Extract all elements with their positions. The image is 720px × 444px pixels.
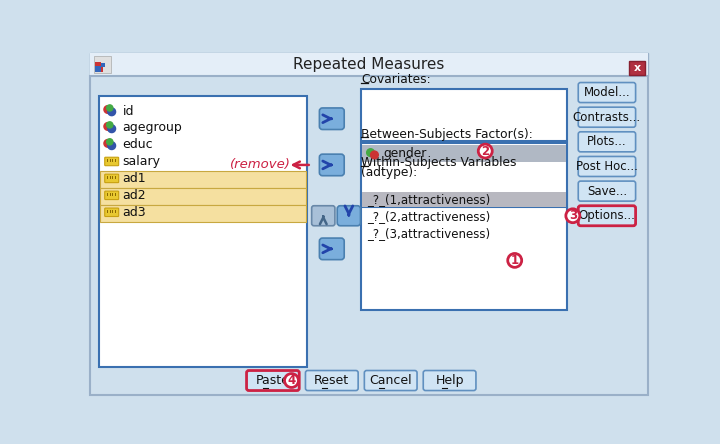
Bar xyxy=(361,143,567,206)
Text: agegroup: agegroup xyxy=(122,122,182,135)
Text: Options...: Options... xyxy=(578,209,635,222)
Text: Cancel: Cancel xyxy=(369,374,412,387)
Circle shape xyxy=(104,106,112,113)
Text: ad2: ad2 xyxy=(122,189,146,202)
Bar xyxy=(94,56,111,73)
FancyBboxPatch shape xyxy=(320,108,344,130)
FancyBboxPatch shape xyxy=(104,174,119,182)
Circle shape xyxy=(107,122,113,128)
Text: _?_(2,attractiveness): _?_(2,attractiveness) xyxy=(367,210,491,223)
FancyBboxPatch shape xyxy=(312,206,335,226)
Text: educ: educ xyxy=(122,139,153,151)
Text: Post Hoc...: Post Hoc... xyxy=(576,160,638,173)
Text: 1: 1 xyxy=(510,254,519,267)
FancyBboxPatch shape xyxy=(578,83,636,103)
Text: Help: Help xyxy=(436,374,464,387)
FancyBboxPatch shape xyxy=(364,371,417,391)
Text: id: id xyxy=(122,104,134,118)
Circle shape xyxy=(107,105,113,111)
FancyBboxPatch shape xyxy=(320,238,344,260)
Bar xyxy=(99,96,307,368)
Bar xyxy=(362,192,566,207)
Text: Model...: Model... xyxy=(584,86,630,99)
Text: Reset: Reset xyxy=(314,374,349,387)
FancyBboxPatch shape xyxy=(578,206,636,226)
Circle shape xyxy=(478,144,492,158)
Text: _?_(1,attractiveness): _?_(1,attractiveness) xyxy=(367,193,491,206)
FancyBboxPatch shape xyxy=(578,181,636,201)
Text: (remove): (remove) xyxy=(230,159,291,171)
FancyBboxPatch shape xyxy=(104,208,119,217)
FancyBboxPatch shape xyxy=(104,157,119,166)
Text: Paste: Paste xyxy=(256,374,290,387)
FancyBboxPatch shape xyxy=(320,154,344,176)
Text: Repeated Measures: Repeated Measures xyxy=(293,57,445,72)
FancyBboxPatch shape xyxy=(423,371,476,391)
FancyBboxPatch shape xyxy=(305,371,358,391)
Bar xyxy=(99,66,103,72)
Text: Save...: Save... xyxy=(587,185,627,198)
Bar xyxy=(629,61,645,75)
Bar xyxy=(96,62,101,66)
FancyBboxPatch shape xyxy=(578,156,636,176)
Circle shape xyxy=(566,209,580,223)
Text: Contrasts...: Contrasts... xyxy=(573,111,641,124)
FancyBboxPatch shape xyxy=(578,107,636,127)
Bar xyxy=(100,188,306,205)
FancyBboxPatch shape xyxy=(104,191,119,200)
Text: Covariates:: Covariates: xyxy=(361,73,431,86)
Bar xyxy=(101,63,104,67)
Circle shape xyxy=(508,254,522,267)
Text: (adtype):: (adtype): xyxy=(361,166,418,179)
Text: ad3: ad3 xyxy=(122,206,146,219)
Bar xyxy=(90,53,648,75)
Circle shape xyxy=(108,125,116,133)
Bar xyxy=(100,205,306,222)
Text: Between-Subjects Factor(s):: Between-Subjects Factor(s): xyxy=(361,127,533,141)
Text: Plots...: Plots... xyxy=(587,135,626,148)
Bar xyxy=(96,66,101,72)
Text: 4: 4 xyxy=(287,374,296,387)
Circle shape xyxy=(366,149,374,156)
Text: _?_(3,attractiveness): _?_(3,attractiveness) xyxy=(367,227,490,240)
Circle shape xyxy=(107,139,113,145)
Text: x: x xyxy=(634,63,641,73)
Bar xyxy=(362,145,566,162)
Bar xyxy=(361,89,567,141)
Circle shape xyxy=(108,142,116,150)
Text: salary: salary xyxy=(122,155,161,168)
Text: ad1: ad1 xyxy=(122,172,146,185)
Bar xyxy=(361,191,567,310)
Circle shape xyxy=(371,151,378,159)
Circle shape xyxy=(108,108,116,115)
Circle shape xyxy=(104,139,112,147)
Circle shape xyxy=(284,373,299,388)
FancyBboxPatch shape xyxy=(578,132,636,152)
Text: gender: gender xyxy=(383,147,426,160)
Circle shape xyxy=(104,123,112,130)
Text: 3: 3 xyxy=(569,209,577,222)
Text: Within-Subjects Variables: Within-Subjects Variables xyxy=(361,156,517,169)
FancyBboxPatch shape xyxy=(246,371,300,391)
Bar xyxy=(100,171,306,188)
FancyBboxPatch shape xyxy=(337,206,361,226)
Bar xyxy=(90,53,648,75)
Text: 2: 2 xyxy=(481,145,490,158)
